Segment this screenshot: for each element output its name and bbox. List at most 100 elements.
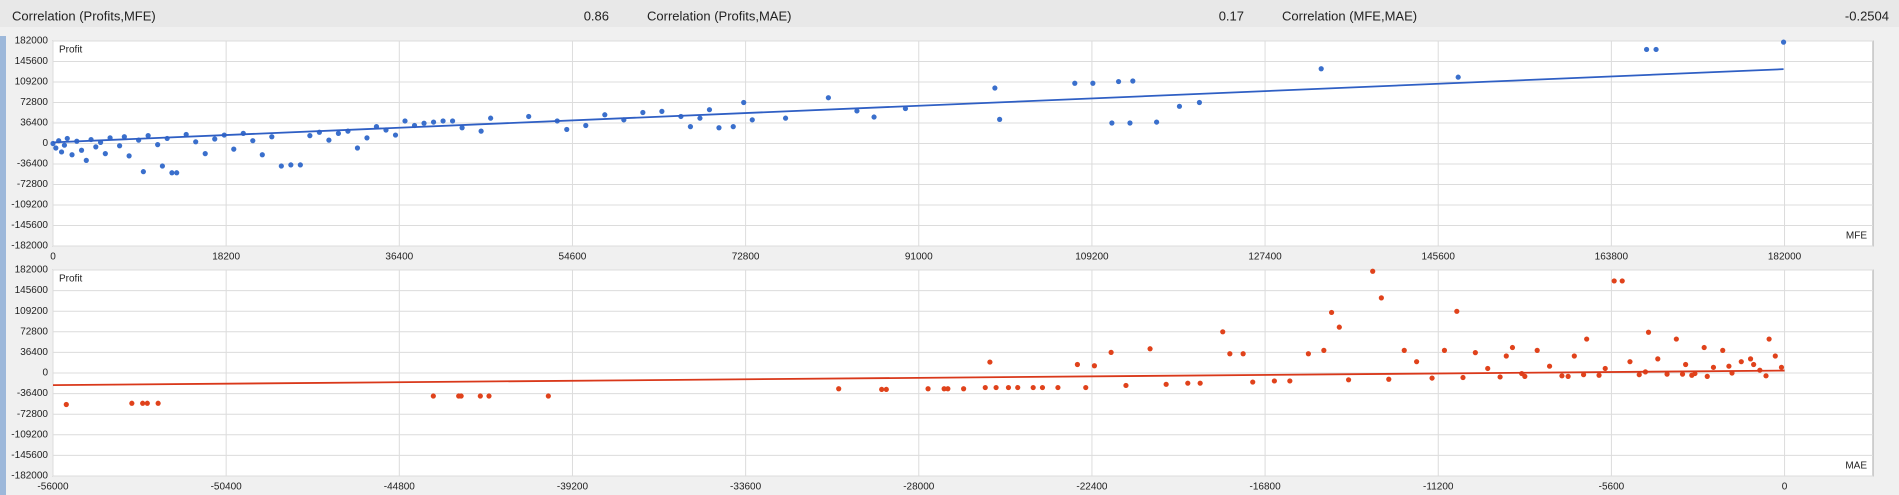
data-point bbox=[1780, 39, 1787, 45]
data-point bbox=[1108, 349, 1114, 355]
x-tick-label: 72800 bbox=[732, 252, 760, 263]
x-tick-label: -28000 bbox=[903, 482, 935, 493]
data-point bbox=[1414, 359, 1420, 365]
x-tick-label: 145600 bbox=[1422, 252, 1456, 263]
data-point bbox=[1115, 78, 1122, 85]
data-point bbox=[53, 145, 59, 151]
data-point bbox=[741, 99, 747, 106]
data-point bbox=[1127, 120, 1133, 126]
data-point bbox=[1664, 371, 1670, 377]
data-point bbox=[1030, 384, 1036, 391]
x-tick-label: -33600 bbox=[730, 482, 762, 493]
data-point bbox=[1673, 336, 1679, 342]
data-point bbox=[1072, 80, 1078, 86]
y-tick-label: -182000 bbox=[11, 241, 48, 252]
data-point bbox=[854, 108, 860, 114]
y-tick-label: 109200 bbox=[15, 77, 49, 88]
data-point bbox=[706, 107, 713, 113]
data-point bbox=[1185, 380, 1191, 386]
data-point bbox=[1015, 384, 1021, 391]
x-tick-label: 0 bbox=[50, 252, 56, 263]
data-point bbox=[526, 113, 532, 120]
data-point bbox=[1653, 46, 1659, 53]
data-point bbox=[1227, 351, 1233, 357]
data-point bbox=[155, 400, 161, 406]
data-point bbox=[925, 386, 931, 392]
data-point bbox=[1154, 119, 1160, 125]
data-point bbox=[1378, 295, 1384, 301]
data-point bbox=[697, 115, 703, 121]
data-point bbox=[1250, 379, 1256, 385]
y-tick-label: -72800 bbox=[17, 179, 49, 190]
data-point bbox=[1039, 384, 1046, 391]
data-point bbox=[307, 133, 313, 139]
data-point bbox=[1766, 336, 1772, 342]
data-point bbox=[1701, 344, 1707, 351]
data-point bbox=[326, 137, 332, 143]
data-point bbox=[121, 134, 127, 140]
data-point bbox=[1763, 373, 1769, 379]
data-point bbox=[83, 157, 89, 163]
y-tick-label: 145600 bbox=[15, 56, 49, 67]
data-point bbox=[126, 153, 132, 159]
data-point bbox=[1571, 353, 1577, 359]
correlation-value: -0.2504 bbox=[1845, 8, 1889, 23]
data-point bbox=[1163, 381, 1169, 387]
data-point bbox=[61, 142, 68, 148]
data-point bbox=[144, 400, 150, 406]
x-tick-label: -5600 bbox=[1599, 482, 1625, 493]
data-point bbox=[116, 143, 123, 149]
y-tick-label: -145600 bbox=[11, 450, 48, 461]
data-point bbox=[440, 118, 446, 124]
data-point bbox=[1689, 372, 1695, 378]
data-point bbox=[1109, 120, 1115, 126]
y-tick-label: -109200 bbox=[11, 200, 48, 211]
data-point bbox=[1497, 374, 1503, 380]
data-point bbox=[212, 136, 218, 142]
data-point bbox=[1580, 372, 1587, 378]
data-point bbox=[1485, 365, 1491, 372]
data-point bbox=[687, 124, 694, 130]
x-axis-label: MFE bbox=[1846, 231, 1867, 242]
data-point bbox=[93, 144, 99, 150]
data-point bbox=[1720, 347, 1726, 353]
data-point bbox=[1240, 351, 1246, 357]
data-point bbox=[354, 145, 361, 151]
y-tick-label: -145600 bbox=[11, 220, 48, 231]
y-tick-label: 0 bbox=[42, 368, 48, 379]
data-point bbox=[1271, 378, 1277, 384]
data-point bbox=[1509, 344, 1516, 351]
y-tick-label: 72800 bbox=[20, 97, 48, 108]
data-point bbox=[1772, 353, 1778, 359]
data-point bbox=[982, 384, 988, 391]
data-point bbox=[583, 122, 589, 129]
data-point bbox=[730, 124, 736, 130]
data-point bbox=[1751, 361, 1757, 368]
data-point bbox=[1074, 361, 1081, 368]
data-point bbox=[174, 170, 180, 176]
data-point bbox=[64, 135, 70, 142]
data-point bbox=[202, 151, 208, 157]
data-point bbox=[1611, 278, 1617, 284]
y-tick-label: 36400 bbox=[20, 347, 48, 358]
data-point bbox=[402, 118, 408, 124]
y-tick-label: -182000 bbox=[11, 471, 48, 482]
data-point bbox=[902, 105, 909, 112]
data-point bbox=[1454, 308, 1460, 314]
y-tick-label: -72800 bbox=[17, 409, 49, 420]
data-point bbox=[1460, 374, 1466, 381]
data-point bbox=[1778, 364, 1785, 370]
data-point bbox=[1503, 353, 1509, 359]
data-point bbox=[1005, 384, 1012, 391]
data-point bbox=[997, 116, 1003, 122]
data-point bbox=[1645, 329, 1652, 335]
x-tick-label: 0 bbox=[1782, 482, 1788, 493]
correlation-label: Correlation (Profits,MFE) bbox=[12, 8, 156, 23]
data-point bbox=[1197, 380, 1203, 386]
data-point bbox=[1287, 378, 1293, 384]
data-point bbox=[486, 393, 492, 399]
data-point bbox=[602, 112, 608, 118]
data-point bbox=[1083, 384, 1089, 391]
x-tick-label: -22400 bbox=[1076, 482, 1108, 493]
data-point bbox=[1429, 375, 1435, 381]
